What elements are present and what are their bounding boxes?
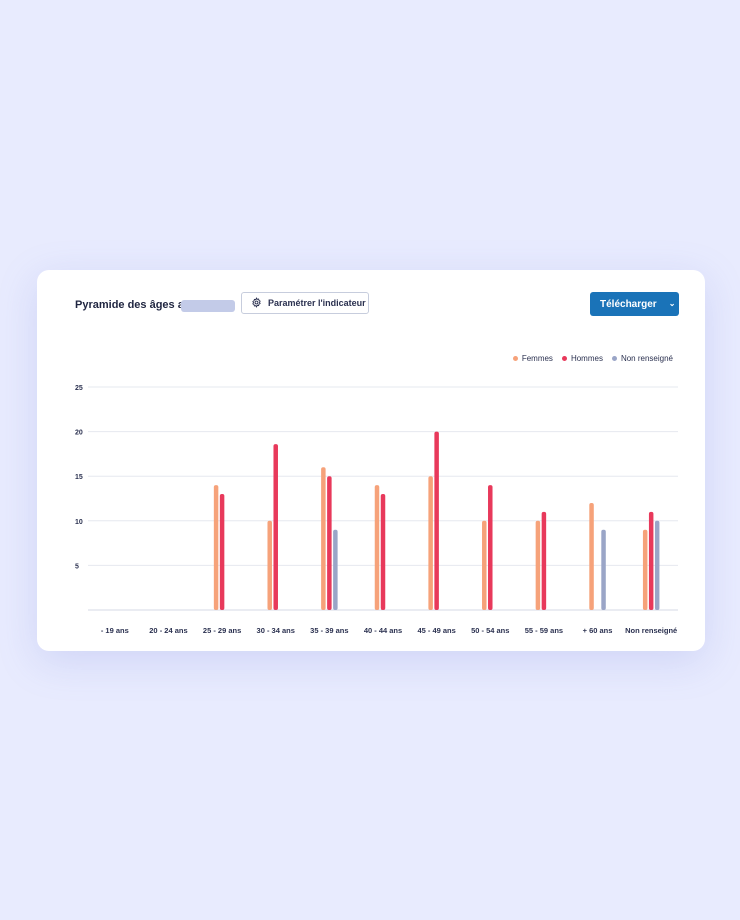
- legend-item[interactable]: Non renseigné: [611, 354, 673, 363]
- download-button[interactable]: Télécharger ⌄: [590, 292, 679, 316]
- chart-title: Pyramide des âges au: [75, 299, 191, 311]
- bar: [648, 511, 654, 610]
- legend-item[interactable]: Femmes: [512, 354, 553, 363]
- chart-card: Pyramide des âges au Paramétrer l'indica…: [37, 270, 705, 651]
- bar: [374, 485, 380, 610]
- bar: [488, 485, 493, 610]
- x-tick-label: 35 - 39 ans: [310, 626, 348, 635]
- bar: [327, 476, 332, 610]
- legend-dot: [561, 356, 567, 361]
- chart-legend: Femmes Hommes Non renseigné: [512, 354, 673, 363]
- y-tick-label: 5: [75, 563, 79, 570]
- bar: [333, 529, 338, 610]
- legend-label: Non renseigné: [620, 354, 673, 363]
- bar: [321, 467, 326, 610]
- bar: [589, 502, 594, 610]
- x-tick-label: 40 - 44 ans: [364, 626, 402, 635]
- bar: [535, 520, 541, 610]
- x-tick-label: 20 - 24 ans: [149, 626, 187, 635]
- legend-item[interactable]: Hommes: [561, 354, 603, 363]
- bar: [642, 529, 648, 610]
- legend-label: Femmes: [521, 354, 553, 363]
- bar: [654, 520, 660, 610]
- x-tick-label: 25 - 29 ans: [203, 626, 241, 635]
- bar: [219, 494, 225, 610]
- x-tick-label: + 60 ans: [583, 626, 613, 635]
- bar: [601, 529, 606, 610]
- param-indicator-button[interactable]: Paramétrer l'indicateur: [241, 292, 369, 314]
- x-tick-label: 55 - 59 ans: [525, 626, 563, 635]
- y-tick-label: 15: [75, 474, 83, 481]
- legend-dot: [512, 356, 518, 361]
- x-tick-label: - 19 ans: [101, 626, 129, 635]
- bar-chart: 5 10 15 20 25 - 19 ans 20 - 24 ans 25 - 29 ans 3…: [75, 385, 678, 635]
- bar: [380, 494, 386, 610]
- bar: [267, 520, 272, 610]
- bar: [541, 511, 547, 610]
- chevron-down-icon[interactable]: ⌄: [668, 298, 676, 308]
- x-tick-label: Non renseigné: [625, 626, 677, 635]
- y-tick-label: 20: [75, 430, 83, 437]
- download-label: Télécharger: [600, 298, 657, 310]
- x-tick-label: 50 - 54 ans: [471, 626, 509, 635]
- bar: [273, 444, 278, 610]
- date-placeholder: [181, 300, 235, 312]
- legend-dot: [611, 356, 617, 361]
- y-tick-label: 25: [75, 385, 83, 392]
- param-indicator-label: Paramétrer l'indicateur: [268, 298, 366, 308]
- bar: [428, 476, 433, 610]
- bar: [482, 520, 487, 610]
- legend-label: Hommes: [570, 354, 603, 363]
- bar: [434, 431, 439, 610]
- gear-icon: [251, 296, 262, 310]
- x-tick-label: 45 - 49 ans: [417, 626, 455, 635]
- bar: [213, 485, 219, 610]
- x-tick-label: 30 - 34 ans: [257, 626, 295, 635]
- y-tick-label: 10: [75, 519, 83, 526]
